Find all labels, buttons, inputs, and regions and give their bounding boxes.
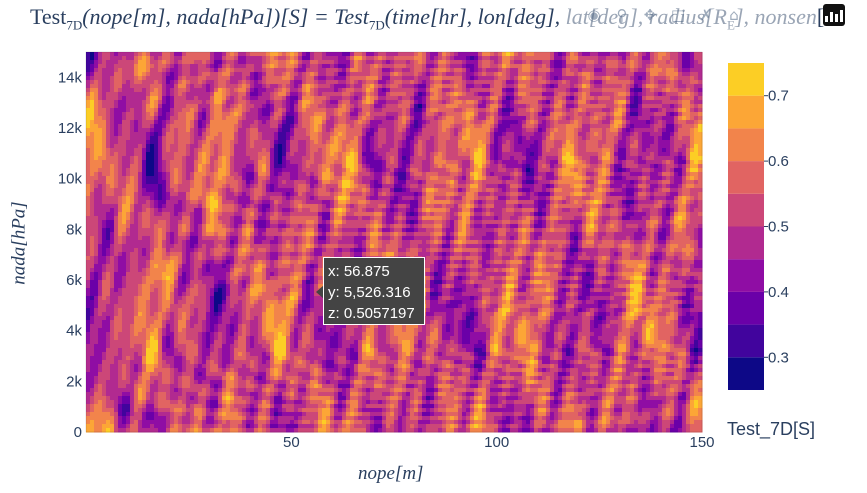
colorbar-title: Test_7D[S] xyxy=(727,419,815,440)
y-tick-label: 6k xyxy=(66,272,82,289)
colorbar-tick-label: 0.4 xyxy=(768,284,789,301)
x-tick-label: 50 xyxy=(283,434,300,451)
colorbar-band xyxy=(728,63,764,96)
colorbar-tick-label: 0.7 xyxy=(768,88,789,105)
hover-tooltip: x: 56.875 y: 5,526.316 z: 0.5057197 xyxy=(323,257,425,325)
colorbar xyxy=(728,63,764,390)
hover-z: z: 0.5057197 xyxy=(328,303,424,324)
y-axis: 0 2k 4k 6k 8k 10k 12k 14k xyxy=(58,69,83,441)
x-axis: 50 100 150 xyxy=(283,434,715,451)
colorbar-band xyxy=(728,325,764,358)
colorbar-band xyxy=(728,292,764,325)
colorbar-band xyxy=(728,96,764,129)
colorbar-tick-label: 0.6 xyxy=(768,153,789,170)
contour-fill xyxy=(86,52,703,433)
colorbar-band xyxy=(728,357,764,390)
plot-area xyxy=(86,52,703,433)
colorbar-tick-label: 0.3 xyxy=(768,349,789,366)
x-tick-label: 150 xyxy=(689,434,714,451)
y-tick-label: 14k xyxy=(58,69,83,86)
y-tick-label: 8k xyxy=(66,221,82,238)
colorbar-ticks: 0.3 0.4 0.5 0.6 0.7 xyxy=(764,88,789,367)
colorbar-tick-label: 0.5 xyxy=(768,219,789,236)
y-tick-label: 0 xyxy=(74,424,82,441)
colorbar-band xyxy=(728,161,764,194)
hover-x: x: 56.875 xyxy=(328,261,424,282)
colorbar-band xyxy=(728,227,764,260)
y-tick-label: 12k xyxy=(58,120,83,137)
hover-y: y: 5,526.316 xyxy=(328,282,424,303)
y-tick-label: 4k xyxy=(66,323,82,340)
x-tick-label: 100 xyxy=(484,434,509,451)
colorbar-band xyxy=(728,259,764,292)
y-tick-label: 2k xyxy=(66,373,82,390)
colorbar-band xyxy=(728,128,764,161)
colorbar-band xyxy=(728,194,764,227)
y-tick-label: 10k xyxy=(58,171,83,188)
x-axis-title: nope[m] xyxy=(358,463,423,485)
y-axis-title: nada[hPa] xyxy=(9,201,31,284)
